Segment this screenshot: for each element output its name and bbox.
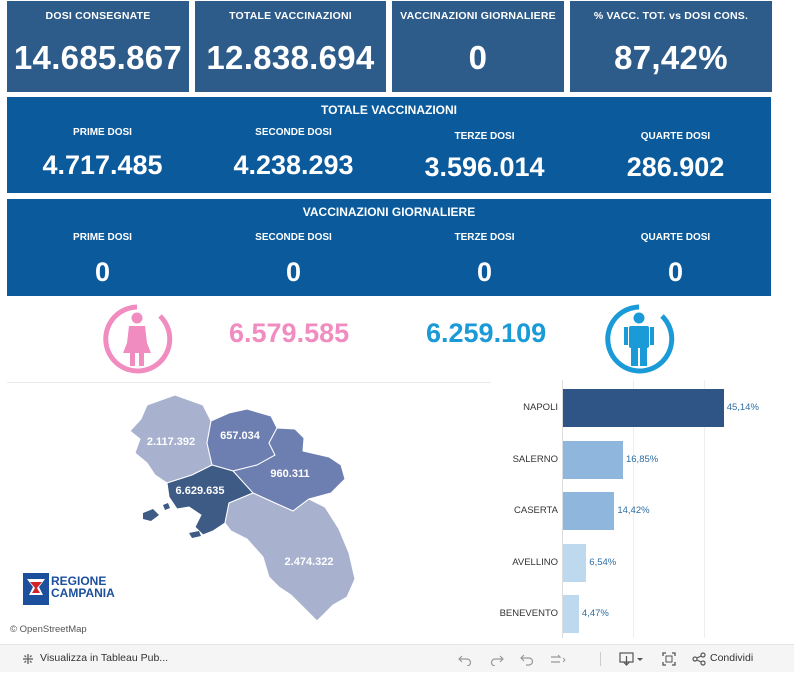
col-terze-dosi: TERZE DOSI 3.596.014 [389, 131, 580, 183]
kpi-percentuale: % VACC. TOT. vs DOSI CONS. 87,42% [570, 1, 772, 92]
panel-title: VACCINAZIONI GIORNALIERE [302, 205, 476, 219]
kpi-label: VACCINAZIONI GIORNALIERE [400, 10, 556, 22]
bar-category-label: BENEVENTO [499, 608, 558, 619]
redo-icon[interactable] [490, 653, 504, 666]
bar-napoli[interactable] [563, 389, 724, 427]
kpi-dosi-consegnate: DOSI CONSEGNATE 14.685.867 [7, 1, 189, 92]
kpi-totale-vaccinazioni: TOTALE VACCINAZIONI 12.838.694 [195, 1, 386, 92]
map-label-salerno: 2.474.322 [285, 556, 334, 568]
axis-line [562, 380, 563, 638]
col-label: PRIME DOSI [73, 127, 132, 138]
col-label: TERZE DOSI [454, 232, 515, 243]
fullscreen-icon[interactable] [662, 652, 676, 666]
col-value: 4.238.293 [233, 150, 354, 180]
province-avellino[interactable] [232, 427, 346, 512]
logo-text: REGIONE CAMPANIA [51, 575, 115, 599]
col-quarte-dosi: QUARTE DOSI 286.902 [580, 131, 771, 183]
logo-line2: CAMPANIA [51, 586, 115, 600]
map-label-napoli: 6.629.635 [176, 485, 225, 497]
map-label-caserta: 2.117.392 [147, 436, 195, 448]
gridline [633, 380, 634, 638]
kpi-value: 87,42% [614, 39, 728, 76]
kpi-label: DOSI CONSEGNATE [45, 10, 151, 22]
province-bar-chart: NAPOLI 45,14% SALERNO 16,85% CASERTA 14,42% AV… [493, 380, 771, 638]
col-value: 4.717.485 [42, 150, 163, 180]
kpi-label: % VACC. TOT. vs DOSI CONS. [593, 10, 749, 22]
col-label: PRIME DOSI [73, 232, 132, 243]
campania-map[interactable]: 2.117.392 657.034 960.311 6.629.635 2.47… [7, 382, 491, 638]
col-label: SECONDE DOSI [255, 232, 332, 243]
col-label: QUARTE DOSI [640, 232, 711, 243]
island-procida [163, 503, 170, 510]
island-capri [189, 531, 201, 538]
gridline [704, 380, 705, 638]
bar-caserta[interactable] [563, 492, 615, 530]
province-napoli[interactable] [166, 464, 254, 536]
col-value: 286.902 [626, 152, 725, 182]
bar-value-label: 45,14% [726, 402, 759, 413]
kpi-value: 14.685.867 [13, 39, 183, 76]
male-total: 6.259.109 [426, 318, 547, 348]
bar-benevento[interactable] [563, 595, 579, 633]
bar-category-label: AVELLINO [512, 556, 558, 568]
col-label: QUARTE DOSI [640, 131, 711, 142]
view-in-tableau-link[interactable]: Visualizza in Tableau Pub... [40, 652, 169, 664]
bar-value-label: 6,54% [589, 556, 617, 568]
refresh-icon[interactable] [549, 653, 567, 666]
bar-category-label: CASERTA [514, 505, 558, 516]
male-icon [605, 304, 675, 374]
col-value: 0 [476, 257, 493, 287]
bar-salerno[interactable] [563, 440, 623, 479]
download-icon[interactable] [619, 652, 645, 666]
tableau-logo-icon [23, 654, 33, 664]
kpi-value: 0 [468, 39, 488, 76]
col-value: 0 [94, 257, 111, 287]
col-value: 0 [667, 257, 684, 287]
col-prime-dosi: PRIME DOSI 4.717.485 [7, 127, 198, 181]
kpi-vaccinazioni-giornaliere: VACCINAZIONI GIORNALIERE 0 [392, 1, 564, 92]
col-value: 3.596.014 [424, 152, 545, 182]
vaccinazioni-giornaliere-panel: VACCINAZIONI GIORNALIERE PRIME DOSI 0 SE… [7, 199, 771, 296]
share-button[interactable]: Condividi [710, 652, 754, 664]
col-terze-dosi: TERZE DOSI 0 [389, 232, 580, 288]
col-prime-dosi: PRIME DOSI 0 [7, 232, 198, 288]
map-label-benevento: 657.034 [220, 430, 261, 442]
col-seconde-dosi: SECONDE DOSI 4.238.293 [198, 127, 389, 181]
bar-value-label: 14,42% [617, 505, 650, 516]
bar-avellino[interactable] [563, 543, 587, 582]
island-ischia [143, 509, 159, 521]
map-label-avellino: 960.311 [270, 468, 309, 480]
osm-attribution[interactable]: © OpenStreetMap [10, 624, 87, 635]
bar-value-label: 4,47% [581, 608, 609, 619]
female-icon [103, 304, 173, 374]
kpi-label: TOTALE VACCINAZIONI [229, 10, 352, 22]
undo-icon[interactable] [458, 653, 472, 666]
toolbar-divider [600, 652, 601, 666]
bar-category-label: NAPOLI [523, 402, 558, 413]
panel-title: TOTALE VACCINAZIONI [321, 103, 457, 117]
female-total: 6.579.585 [229, 318, 350, 348]
totale-vaccinazioni-panel: TOTALE VACCINAZIONI PRIME DOSI 4.717.485… [7, 97, 771, 193]
col-quarte-dosi: QUARTE DOSI 0 [580, 232, 771, 288]
tableau-toolbar: Visualizza in Tableau Pub... Condividi [0, 644, 794, 672]
logo-line1: REGIONE [51, 574, 107, 588]
col-seconde-dosi: SECONDE DOSI 0 [198, 232, 389, 288]
col-label: TERZE DOSI [454, 131, 515, 142]
bar-category-label: SALERNO [512, 453, 558, 465]
province-salerno[interactable] [224, 492, 356, 622]
bar-value-label: 16,85% [625, 453, 659, 465]
kpi-value: 12.838.694 [206, 39, 375, 76]
revert-icon[interactable] [520, 653, 534, 666]
regione-campania-logo [23, 573, 49, 605]
col-label: SECONDE DOSI [255, 127, 332, 138]
col-value: 0 [285, 257, 302, 287]
share-icon[interactable] [692, 652, 706, 666]
